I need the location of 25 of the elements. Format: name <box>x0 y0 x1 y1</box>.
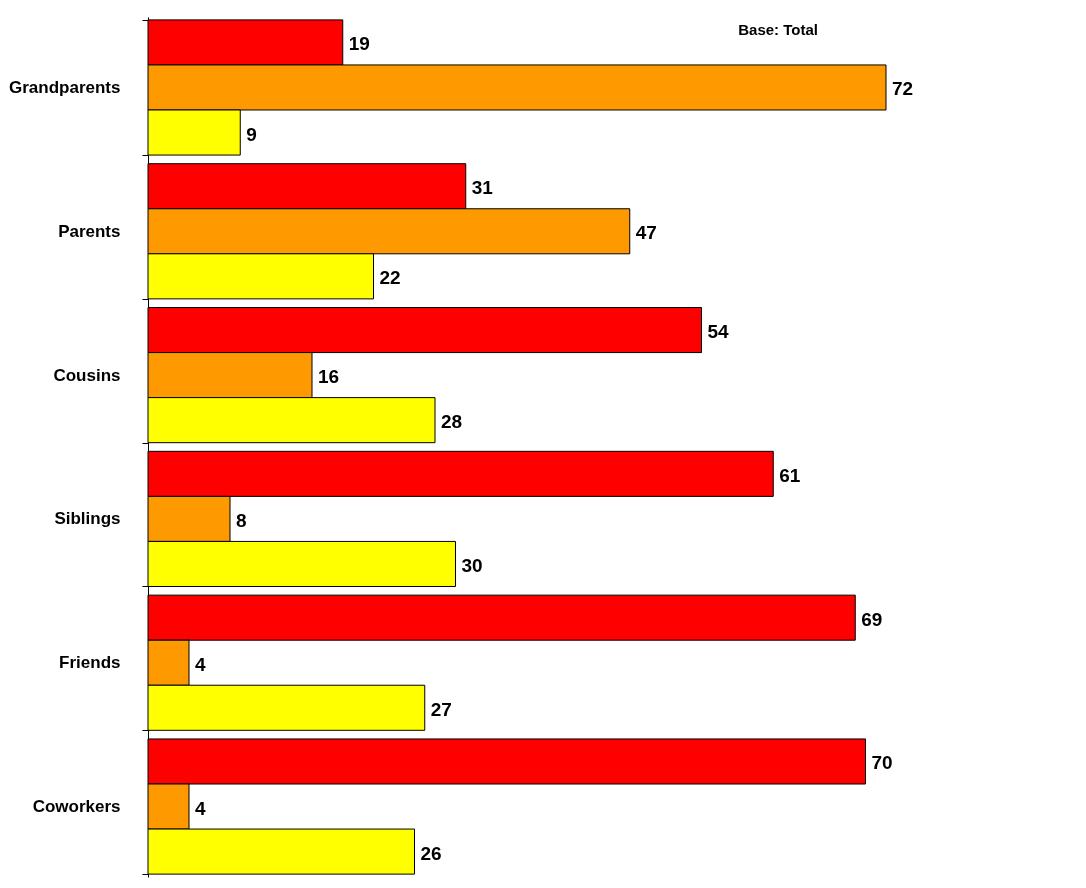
data-label: 47 <box>635 222 657 244</box>
data-label: 16 <box>318 366 340 388</box>
y-tick-label: Grandparents <box>9 77 121 97</box>
data-label: 26 <box>420 842 442 864</box>
data-label: 28 <box>441 411 463 433</box>
y-tick-label: Friends <box>59 653 121 673</box>
data-label: 69 <box>861 608 883 630</box>
data-label: 61 <box>779 464 801 486</box>
data-label: 54 <box>707 321 730 343</box>
data-label: 27 <box>430 698 452 720</box>
y-tick-label: Parents <box>58 221 121 241</box>
annotation: Base: Total <box>738 21 818 38</box>
data-label: 30 <box>461 554 483 576</box>
data-label: 72 <box>892 78 914 100</box>
data-label: 19 <box>348 33 370 55</box>
y-tick-label: Cousins <box>53 365 121 385</box>
data-label: 4 <box>195 653 206 675</box>
y-tick-label: Siblings <box>54 509 121 529</box>
data-label: 8 <box>236 509 247 531</box>
data-label: 70 <box>871 752 893 774</box>
data-label: 4 <box>195 797 206 819</box>
y-tick-label: Coworkers <box>32 797 121 817</box>
data-label: 22 <box>379 267 401 289</box>
data-label: 31 <box>471 177 494 199</box>
data-label: 9 <box>246 123 257 145</box>
